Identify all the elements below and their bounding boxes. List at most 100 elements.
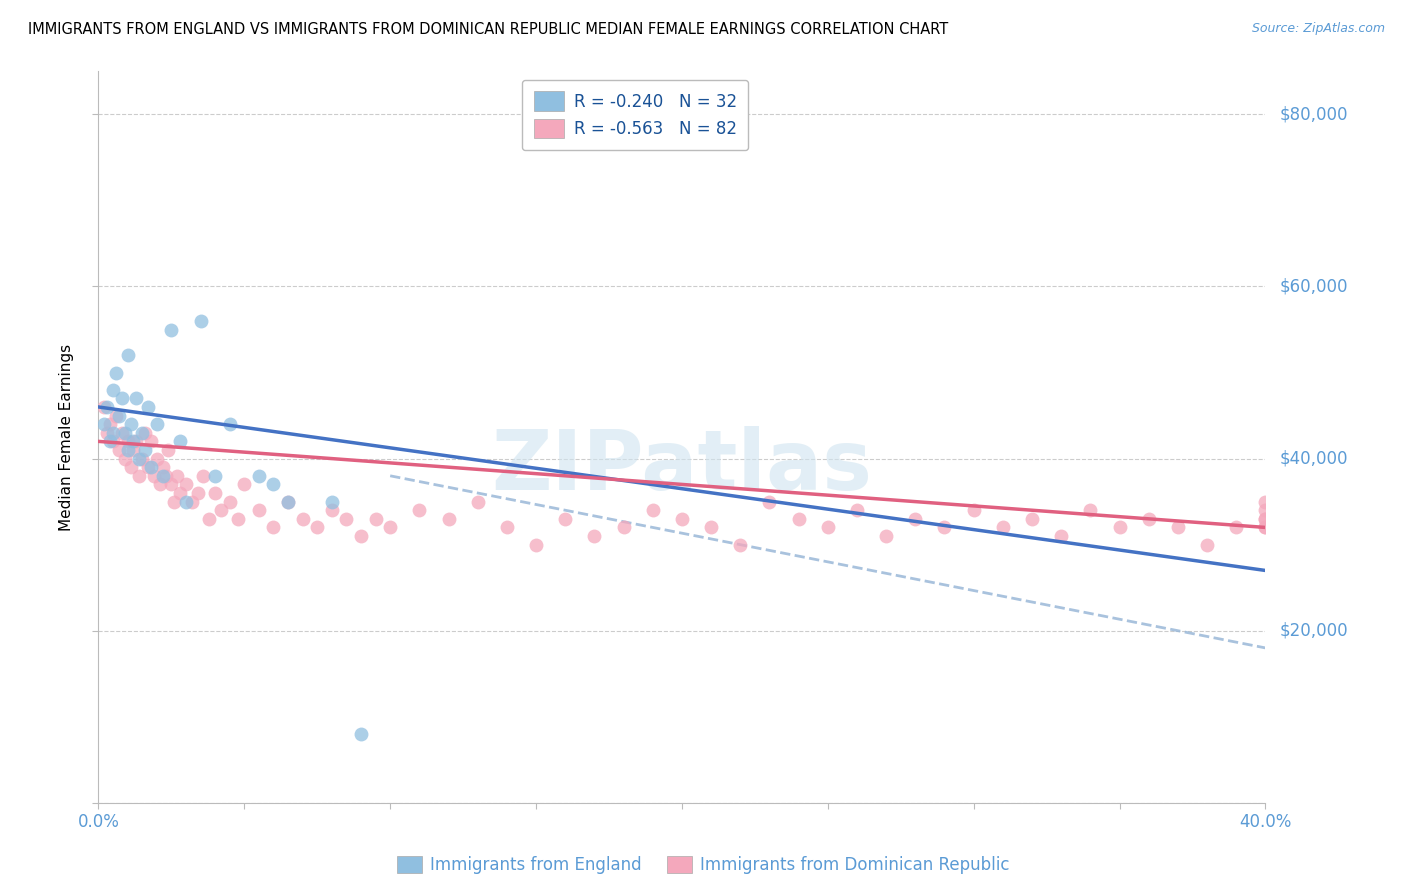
Point: [128, 468, 150, 483]
Point: [350, 529, 373, 543]
Point: [160, 477, 183, 491]
Point: [174, 494, 197, 508]
Point: [117, 348, 139, 362]
Point: [98, 434, 121, 449]
Point: [291, 512, 314, 526]
Point: [134, 425, 156, 440]
Point: [111, 392, 134, 406]
Point: [1108, 520, 1130, 534]
Point: [991, 520, 1014, 534]
Point: [350, 727, 373, 741]
Point: [131, 451, 153, 466]
Point: [1137, 512, 1160, 526]
Point: [218, 417, 240, 432]
Point: [174, 477, 197, 491]
Point: [554, 512, 576, 526]
Point: [166, 468, 188, 483]
Text: $40,000: $40,000: [1279, 450, 1348, 467]
Point: [122, 442, 145, 457]
Point: [104, 409, 127, 423]
Point: [1254, 503, 1277, 517]
Text: Source: ZipAtlas.com: Source: ZipAtlas.com: [1251, 22, 1385, 36]
Point: [163, 494, 186, 508]
Point: [1254, 520, 1277, 534]
Point: [142, 468, 165, 483]
Point: [612, 520, 634, 534]
Point: [131, 425, 153, 440]
Point: [114, 425, 136, 440]
Point: [787, 512, 810, 526]
Point: [1050, 529, 1073, 543]
Point: [169, 434, 191, 449]
Point: [247, 503, 270, 517]
Point: [136, 460, 159, 475]
Point: [247, 468, 270, 483]
Point: [1254, 512, 1277, 526]
Point: [169, 486, 191, 500]
Point: [96, 400, 118, 414]
Point: [262, 477, 284, 491]
Text: IMMIGRANTS FROM ENGLAND VS IMMIGRANTS FROM DOMINICAN REPUBLIC MEDIAN FEMALE EARN: IMMIGRANTS FROM ENGLAND VS IMMIGRANTS FR…: [28, 22, 949, 37]
Point: [139, 460, 162, 475]
Point: [149, 477, 172, 491]
Point: [134, 442, 156, 457]
Legend: Immigrants from England, Immigrants from Dominican Republic: Immigrants from England, Immigrants from…: [389, 849, 1017, 881]
Point: [671, 512, 693, 526]
Point: [934, 520, 956, 534]
Text: $80,000: $80,000: [1279, 105, 1348, 123]
Point: [730, 538, 752, 552]
Point: [193, 468, 215, 483]
Point: [114, 451, 136, 466]
Point: [524, 538, 547, 552]
Point: [98, 417, 121, 432]
Point: [321, 503, 343, 517]
Point: [1195, 538, 1218, 552]
Point: [111, 425, 134, 440]
Point: [120, 417, 142, 432]
Point: [218, 494, 240, 508]
Point: [139, 434, 162, 449]
Point: [120, 460, 142, 475]
Legend: R = -0.240   N = 32, R = -0.563   N = 82: R = -0.240 N = 32, R = -0.563 N = 82: [522, 79, 748, 150]
Point: [904, 512, 927, 526]
Point: [1225, 520, 1247, 534]
Point: [962, 503, 984, 517]
Point: [380, 520, 402, 534]
Point: [125, 434, 148, 449]
Point: [146, 417, 169, 432]
Point: [467, 494, 489, 508]
Point: [846, 503, 869, 517]
Point: [204, 486, 226, 500]
Point: [157, 442, 180, 457]
Point: [1254, 520, 1277, 534]
Point: [408, 503, 430, 517]
Point: [122, 434, 145, 449]
Point: [155, 468, 177, 483]
Text: $20,000: $20,000: [1279, 622, 1348, 640]
Point: [307, 520, 329, 534]
Point: [277, 494, 299, 508]
Point: [101, 425, 124, 440]
Point: [228, 512, 250, 526]
Point: [198, 512, 221, 526]
Point: [583, 529, 606, 543]
Point: [233, 477, 256, 491]
Point: [101, 383, 124, 397]
Point: [321, 494, 343, 508]
Point: [152, 468, 174, 483]
Point: [104, 366, 127, 380]
Point: [262, 520, 284, 534]
Point: [128, 451, 150, 466]
Point: [108, 409, 131, 423]
Point: [496, 520, 519, 534]
Point: [437, 512, 460, 526]
Point: [93, 400, 115, 414]
Y-axis label: Median Female Earnings: Median Female Earnings: [59, 343, 75, 531]
Point: [96, 425, 118, 440]
Point: [125, 392, 148, 406]
Point: [817, 520, 839, 534]
Point: [1167, 520, 1189, 534]
Point: [152, 460, 174, 475]
Point: [93, 417, 115, 432]
Text: $60,000: $60,000: [1279, 277, 1348, 295]
